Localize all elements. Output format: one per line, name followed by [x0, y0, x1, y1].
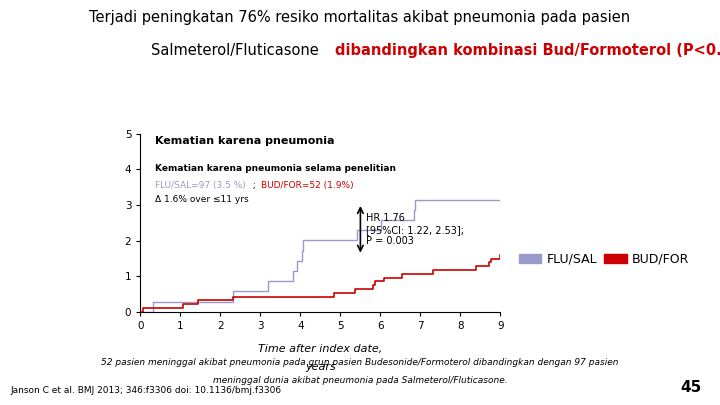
Text: BUD/FOR=52 (1.9%): BUD/FOR=52 (1.9%)	[261, 181, 354, 190]
Text: Kematian karena pneumonia selama penelitian: Kematian karena pneumonia selama penelit…	[155, 164, 396, 173]
Text: 52 pasien meninggal akibat pneumonia pada grup pasien Budesonide/Formoterol diba: 52 pasien meninggal akibat pneumonia pad…	[102, 358, 618, 367]
Text: Janson C et al. BMJ 2013; 346:f3306 doi: 10.1136/bmj.f3306: Janson C et al. BMJ 2013; 346:f3306 doi:…	[11, 386, 282, 395]
Text: Terjadi peningkatan 76% resiko mortalitas akibat pneumonia pada pasien: Terjadi peningkatan 76% resiko mortalita…	[89, 10, 631, 25]
Text: Salmeterol/Fluticasone: Salmeterol/Fluticasone	[151, 43, 323, 58]
Text: Kematian karena pneumonia: Kematian karena pneumonia	[155, 136, 334, 146]
Text: years: years	[305, 362, 336, 372]
Text: dibandingkan kombinasi Bud/Formoterol (P<0.003): dibandingkan kombinasi Bud/Formoterol (P…	[335, 43, 720, 58]
Legend: FLU/SAL, BUD/FOR: FLU/SAL, BUD/FOR	[514, 248, 694, 271]
Text: ;: ;	[251, 181, 258, 190]
Text: FLU/SAL=97 (3.5 %): FLU/SAL=97 (3.5 %)	[155, 181, 246, 190]
Text: 45: 45	[680, 380, 702, 395]
Text: meninggal dunia akibat pneumonia pada Salmeterol/Fluticasone.: meninggal dunia akibat pneumonia pada Sa…	[212, 376, 508, 385]
Text: Time after index date,: Time after index date,	[258, 344, 382, 354]
Text: HR 1.76
[95%CI: 1.22, 2.53];
P = 0.003: HR 1.76 [95%CI: 1.22, 2.53]; P = 0.003	[366, 213, 464, 247]
Text: Δ 1.6% over ≤11 yrs: Δ 1.6% over ≤11 yrs	[155, 195, 248, 204]
